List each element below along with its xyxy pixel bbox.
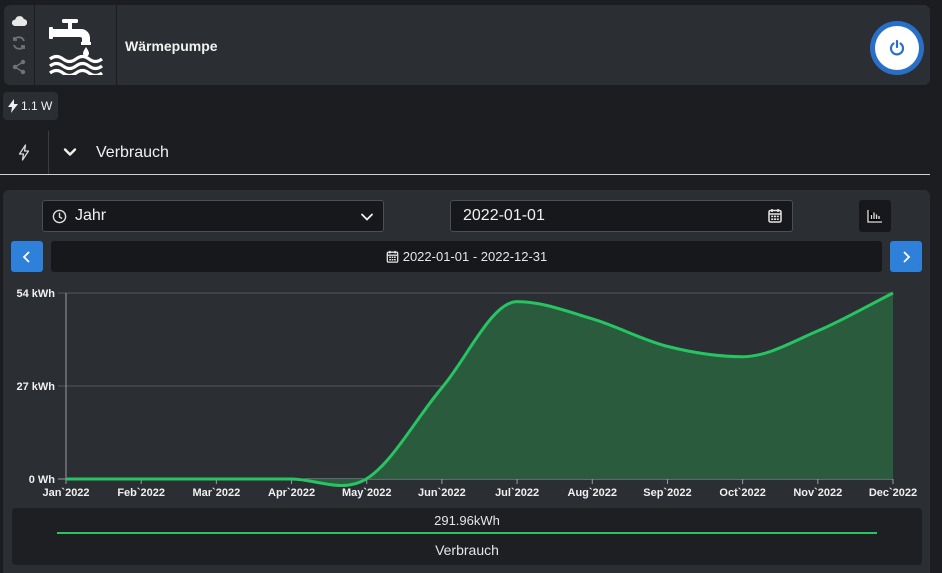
date-range-label: 2022-01-01 - 2022-12-31 [402, 249, 548, 264]
section-title: Verbrauch [96, 144, 169, 161]
x-tick-label: Aug`2022 [568, 487, 618, 499]
date-range-display: 2022-01-01 - 2022-12-31 [51, 241, 882, 272]
consumption-area [66, 293, 893, 486]
x-tick-label: Oct`2022 [719, 487, 765, 499]
x-tick-label: Nov`2022 [793, 487, 842, 499]
x-tick-label: Jun`2022 [418, 487, 466, 499]
clock-icon [52, 209, 67, 223]
calendar-icon [386, 250, 399, 263]
chevron-down-icon[interactable] [63, 145, 77, 159]
x-tick-label: Jan`2022 [42, 487, 89, 499]
device-title: Wärmepumpe [125, 38, 218, 54]
power-reading-badge: 1.1 W [3, 92, 59, 120]
x-tick-label: Dec`2022 [869, 487, 917, 499]
power-icon [889, 39, 905, 56]
date-input-value: 2022-01-01 [463, 207, 545, 224]
device-side-icons [4, 5, 35, 85]
x-tick-label: Sep`2022 [643, 487, 691, 499]
next-period-button[interactable] [890, 241, 922, 272]
period-select-value: Jahr [75, 207, 107, 224]
x-tick-label: Jul`2022 [495, 487, 539, 499]
x-tick-label: Apr`2022 [268, 487, 315, 499]
power-reading-value: 1.1 W [21, 99, 53, 113]
legend-series-name: Verbrauch [435, 542, 499, 558]
bolt-outline-icon [0, 131, 49, 174]
calendar-icon[interactable] [768, 208, 782, 223]
date-input[interactable]: 2022-01-01 [450, 200, 793, 232]
bolt-icon [8, 99, 18, 113]
y-tick-label: 0 Wh [29, 474, 56, 486]
x-tick-label: Feb`2022 [117, 487, 165, 499]
chevron-right-icon [903, 250, 911, 263]
y-tick-label: 27 kWh [16, 381, 55, 393]
chart-panel: Jahr 2022-01-01 2022-01-01 - 2022-12-31 … [3, 190, 930, 573]
section-header[interactable]: Verbrauch [0, 131, 930, 175]
previous-period-button[interactable] [11, 241, 43, 272]
chart-stats-button[interactable] [859, 200, 891, 232]
y-tick-label: 54 kWh [16, 288, 55, 300]
power-button[interactable] [870, 21, 924, 75]
x-tick-label: May`2022 [342, 487, 392, 499]
bar-chart-icon [867, 210, 882, 223]
legend-series-line [57, 532, 877, 534]
refresh-icon[interactable] [11, 35, 27, 51]
faucet-water-icon [36, 5, 117, 85]
x-tick-label: Mar`2022 [193, 487, 241, 499]
consumption-line [66, 291, 894, 487]
period-select[interactable]: Jahr [42, 200, 384, 232]
chevron-left-icon [22, 250, 30, 263]
legend-total: 291.96kWh [434, 513, 500, 528]
chevron-down-icon [361, 213, 373, 221]
share-icon[interactable] [11, 59, 27, 75]
cloud-icon[interactable] [11, 15, 27, 27]
device-card: Wärmepumpe [4, 5, 930, 85]
chart-legend[interactable]: 291.96kWh Verbrauch [12, 508, 922, 565]
